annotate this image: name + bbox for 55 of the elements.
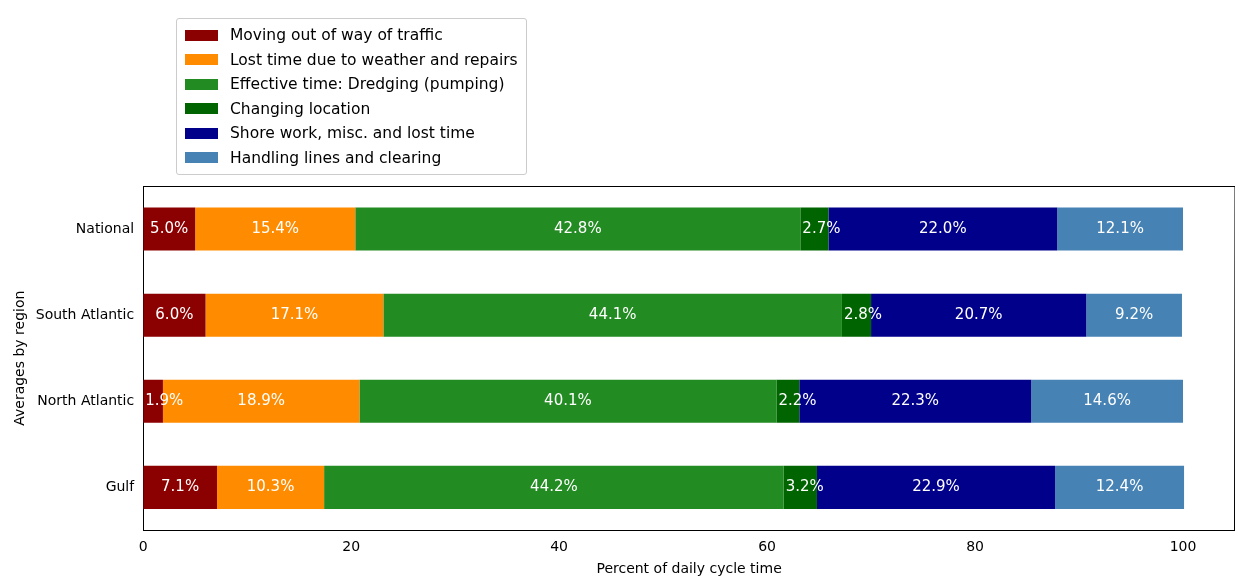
bar — [359, 379, 777, 423]
data-label: 22.3% — [891, 391, 940, 410]
x-tick-label: 40 — [550, 538, 569, 555]
legend-label: Shore work, misc. and lost time — [230, 124, 475, 143]
data-label: 9.2% — [1115, 305, 1154, 324]
x-tick-label: 0 — [138, 538, 148, 555]
y-tick-label: South Atlantic — [35, 305, 135, 322]
bar — [143, 293, 206, 337]
data-label: 7.1% — [161, 477, 200, 496]
data-label: 2.7% — [802, 218, 841, 237]
bar — [1055, 465, 1185, 509]
bar — [205, 293, 384, 337]
data-label: 22.0% — [918, 218, 967, 237]
legend-label: Changing location — [230, 99, 371, 118]
data-label: 6.0% — [155, 305, 194, 324]
data-label: 12.4% — [1095, 477, 1144, 496]
y-axis-title: Averages by region — [11, 290, 28, 426]
legend-label: Effective time: Dredging (pumping) — [230, 75, 505, 94]
bar — [1031, 379, 1184, 423]
bar — [1086, 293, 1182, 337]
data-label: 17.1% — [270, 305, 319, 324]
bar — [195, 207, 356, 251]
bar — [1057, 207, 1184, 251]
data-label: 44.1% — [588, 305, 637, 324]
data-label: 42.8% — [554, 218, 602, 237]
x-tick-label: 60 — [758, 538, 776, 555]
legend-label: Handling lines and clearing — [230, 148, 442, 167]
bar — [143, 465, 217, 509]
x-tick-label: 80 — [966, 538, 984, 555]
data-label: 14.6% — [1083, 391, 1131, 410]
data-label: 2.2% — [778, 391, 817, 410]
data-label: 22.9% — [912, 477, 960, 496]
data-label: 5.0% — [150, 218, 189, 237]
x-tick-label: 100 — [1169, 538, 1197, 555]
data-label: 10.3% — [246, 477, 295, 496]
data-label: 18.9% — [237, 391, 286, 410]
data-label: 15.4% — [251, 218, 300, 237]
bar — [217, 465, 325, 509]
data-label: 40.1% — [544, 391, 592, 410]
x-axis-title: Percent of daily cycle time — [596, 560, 782, 577]
data-label: 12.1% — [1096, 218, 1144, 237]
bar — [355, 207, 801, 251]
data-label: 3.2% — [785, 477, 824, 496]
x-tick-label: 20 — [342, 538, 361, 555]
y-tick-label: Gulf — [105, 477, 136, 494]
y-tick-label: National — [75, 219, 135, 236]
bar — [383, 293, 842, 337]
legend-label: Lost time due to weather and repairs — [230, 50, 518, 69]
data-label: 2.8% — [843, 305, 883, 324]
data-label: 1.9% — [145, 391, 184, 410]
legend-label: Moving out of way of traffic — [230, 26, 443, 45]
data-label: 44.2% — [530, 477, 578, 496]
data-label: 20.7% — [954, 305, 1003, 324]
y-tick-label: North Atlantic — [37, 391, 135, 408]
bar — [324, 465, 784, 509]
